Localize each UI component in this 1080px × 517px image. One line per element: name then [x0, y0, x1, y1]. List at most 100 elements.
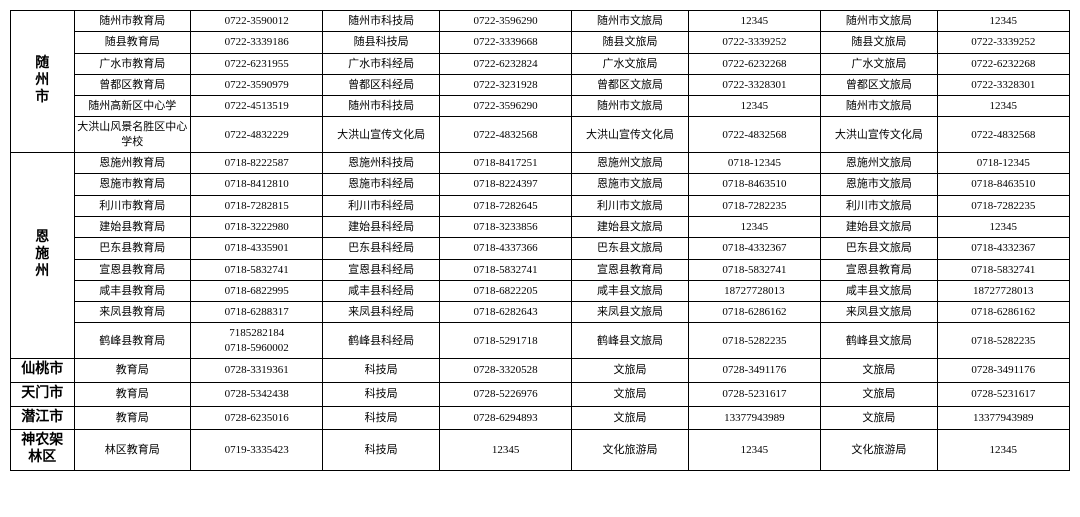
dept-cell: 巴东县教育局 — [74, 238, 190, 259]
dept-cell: 文旅局 — [572, 382, 688, 406]
phone-cell: 0722-6232268 — [688, 53, 820, 74]
dept-cell: 恩施市文旅局 — [821, 174, 937, 195]
phone-cell: 0722-4513519 — [191, 96, 323, 117]
phone-cell: 0722-3328301 — [937, 74, 1069, 95]
dept-cell: 随州市教育局 — [74, 11, 190, 32]
dept-cell: 随县文旅局 — [572, 32, 688, 53]
phone-cell: 0718-12345 — [688, 153, 820, 174]
dept-cell: 曾都区科经局 — [323, 74, 439, 95]
dept-cell: 科技局 — [323, 382, 439, 406]
table-row: 咸丰县教育局0718-6822995咸丰县科经局0718-6822205咸丰县文… — [11, 280, 1070, 301]
dept-cell: 随州市文旅局 — [572, 96, 688, 117]
table-row: 巴东县教育局0718-4335901巴东县科经局0718-4337366巴东县文… — [11, 238, 1070, 259]
phone-cell: 12345 — [688, 430, 820, 471]
phone-cell: 0722-3339668 — [439, 32, 571, 53]
dept-cell: 咸丰县文旅局 — [572, 280, 688, 301]
region-cell: 随州市 — [11, 11, 75, 153]
dept-cell: 建始县教育局 — [74, 216, 190, 237]
dept-cell: 咸丰县教育局 — [74, 280, 190, 301]
dept-cell: 教育局 — [74, 406, 190, 430]
phone-cell: 0718-7282815 — [191, 195, 323, 216]
table-row: 随州市随州市教育局0722-3590012随州市科技局0722-3596290随… — [11, 11, 1070, 32]
phone-cell: 0722-3590012 — [191, 11, 323, 32]
dept-cell: 利川市文旅局 — [821, 195, 937, 216]
phone-cell: 0728-6235016 — [191, 406, 323, 430]
dept-cell: 随县教育局 — [74, 32, 190, 53]
phone-cell: 0718-6286162 — [688, 302, 820, 323]
table-row: 随州高新区中心学0722-4513519随州市科技局0722-3596290随州… — [11, 96, 1070, 117]
phone-cell: 0718-5282235 — [688, 323, 820, 359]
phone-cell: 12345 — [937, 11, 1069, 32]
phone-cell: 0718-7282235 — [688, 195, 820, 216]
dept-cell: 文旅局 — [572, 406, 688, 430]
phone-cell: 0718-5832741 — [937, 259, 1069, 280]
region-cell: 仙桃市 — [11, 359, 75, 383]
phone-cell: 0722-3231928 — [439, 74, 571, 95]
phone-cell: 0722-3590979 — [191, 74, 323, 95]
dept-cell: 建始县文旅局 — [572, 216, 688, 237]
phone-cell: 18727728013 — [937, 280, 1069, 301]
phone-cell: 0728-5231617 — [688, 382, 820, 406]
dept-cell: 利川市科经局 — [323, 195, 439, 216]
phone-cell: 0718-8412810 — [191, 174, 323, 195]
phone-cell: 0718-8463510 — [688, 174, 820, 195]
dept-cell: 广水文旅局 — [821, 53, 937, 74]
phone-cell: 0718-4335901 — [191, 238, 323, 259]
dept-cell: 宣恩县教育局 — [572, 259, 688, 280]
phone-cell: 0718-6286162 — [937, 302, 1069, 323]
dept-cell: 恩施州教育局 — [74, 153, 190, 174]
phone-cell: 71852821840718-5960002 — [191, 323, 323, 359]
phone-cell: 0718-5282235 — [937, 323, 1069, 359]
phone-cell: 18727728013 — [688, 280, 820, 301]
region-cell: 神农架林区 — [11, 430, 75, 471]
dept-cell: 巴东县文旅局 — [821, 238, 937, 259]
phone-cell: 12345 — [439, 430, 571, 471]
region-cell: 潜江市 — [11, 406, 75, 430]
dept-cell: 曾都区文旅局 — [572, 74, 688, 95]
dept-cell: 教育局 — [74, 359, 190, 383]
phone-cell: 0722-6232824 — [439, 53, 571, 74]
dept-cell: 科技局 — [323, 359, 439, 383]
region-cell: 天门市 — [11, 382, 75, 406]
dept-cell: 鹤峰县教育局 — [74, 323, 190, 359]
phone-cell: 0722-4832229 — [191, 117, 323, 153]
table-row: 利川市教育局0718-7282815利川市科经局0718-7282645利川市文… — [11, 195, 1070, 216]
dept-cell: 文化旅游局 — [821, 430, 937, 471]
dept-cell: 咸丰县科经局 — [323, 280, 439, 301]
dept-cell: 恩施市科经局 — [323, 174, 439, 195]
table-row: 建始县教育局0718-3222980建始县科经局0718-3233856建始县文… — [11, 216, 1070, 237]
phone-cell: 0722-3596290 — [439, 96, 571, 117]
phone-cell: 0718-8224397 — [439, 174, 571, 195]
dept-cell: 利川市文旅局 — [572, 195, 688, 216]
phone-cell: 0718-4332367 — [937, 238, 1069, 259]
dept-cell: 林区教育局 — [74, 430, 190, 471]
dept-cell: 随州市文旅局 — [821, 11, 937, 32]
phone-cell: 0722-6231955 — [191, 53, 323, 74]
phone-cell: 0722-4832568 — [937, 117, 1069, 153]
dept-cell: 恩施州文旅局 — [821, 153, 937, 174]
dept-cell: 随州市科技局 — [323, 96, 439, 117]
dept-cell: 宣恩县科经局 — [323, 259, 439, 280]
dept-cell: 科技局 — [323, 406, 439, 430]
table-row: 广水市教育局0722-6231955广水市科经局0722-6232824广水文旅… — [11, 53, 1070, 74]
dept-cell: 来凤县文旅局 — [821, 302, 937, 323]
phone-cell: 0728-5226976 — [439, 382, 571, 406]
phone-cell: 12345 — [688, 11, 820, 32]
phone-cell: 13377943989 — [937, 406, 1069, 430]
dept-cell: 文旅局 — [821, 359, 937, 383]
phone-cell: 0722-3339252 — [688, 32, 820, 53]
dept-cell: 随县文旅局 — [821, 32, 937, 53]
table-row: 天门市教育局0728-5342438科技局0728-5226976文旅局0728… — [11, 382, 1070, 406]
phone-cell: 0728-6294893 — [439, 406, 571, 430]
dept-cell: 鹤峰县文旅局 — [821, 323, 937, 359]
phone-cell: 0718-6288317 — [191, 302, 323, 323]
phone-cell: 0722-3328301 — [688, 74, 820, 95]
dept-cell: 随州高新区中心学 — [74, 96, 190, 117]
dept-cell: 科技局 — [323, 430, 439, 471]
phone-cell: 0718-7282645 — [439, 195, 571, 216]
phone-cell: 0718-7282235 — [937, 195, 1069, 216]
phone-cell: 0718-6822995 — [191, 280, 323, 301]
dept-cell: 建始县科经局 — [323, 216, 439, 237]
table-row: 曾都区教育局0722-3590979曾都区科经局0722-3231928曾都区文… — [11, 74, 1070, 95]
dept-cell: 广水文旅局 — [572, 53, 688, 74]
